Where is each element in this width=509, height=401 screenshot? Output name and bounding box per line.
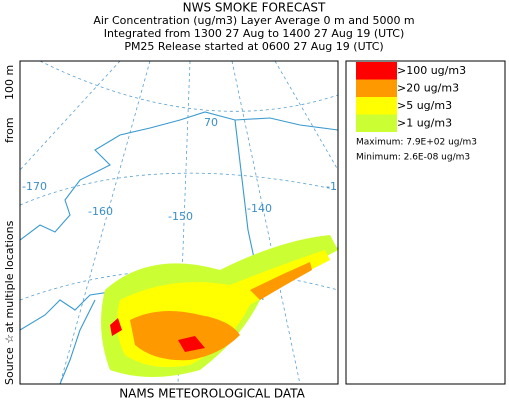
coastline (20, 111, 338, 241)
coastline (59, 299, 96, 384)
grid-label: -130 (326, 180, 351, 193)
side-text: 100 m (3, 65, 16, 100)
legend: >100 ug/m3 >20 ug/m3 >5 ug/m3 >1 ug/m3 (356, 62, 466, 132)
legend-max: Maximum: 7.9E+02 ug/m3 (356, 138, 477, 148)
legend-swatch (356, 114, 397, 132)
grid-label: -170 (22, 180, 47, 193)
side-label: Source ☆ at multiple locations from 100 … (3, 65, 16, 385)
side-text: at multiple locations (3, 220, 16, 333)
subtitle: Integrated from 1300 27 Aug to 1400 27 A… (104, 27, 405, 40)
legend-label: >1 ug/m3 (397, 117, 452, 130)
legend-label: >100 ug/m3 (397, 64, 466, 77)
meridian (59, 61, 151, 384)
legend-swatch (356, 79, 397, 97)
grid-label: -150 (168, 210, 193, 223)
smoke-area (110, 318, 205, 352)
legend-swatch (356, 62, 397, 80)
map-frame (19, 60, 339, 385)
smoke-area (130, 262, 312, 361)
meridian (231, 61, 301, 384)
meridian (274, 61, 338, 171)
parallel (39, 61, 338, 112)
grid-label: -140 (247, 202, 272, 215)
grid-label: -160 (88, 205, 113, 218)
map: -170 -160 -150 -140 -130 70 (20, 61, 351, 384)
subtitle: PM25 Release started at 0600 27 Aug 19 (… (124, 40, 383, 53)
side-text: Source ☆ (3, 334, 16, 385)
title: NWS SMOKE FORECAST (183, 1, 326, 15)
meridian (20, 61, 121, 171)
parallel (20, 172, 338, 206)
subtitle: Air Concentration (ug/m3) Layer Average … (93, 14, 414, 27)
legend-label: >5 ug/m3 (397, 99, 452, 112)
legend-swatch (356, 97, 397, 115)
legend-min: Minimum: 2.6E-08 ug/m3 (356, 153, 470, 163)
side-text: from (3, 117, 16, 143)
legend-frame (345, 60, 506, 385)
grid-label: 70 (204, 116, 218, 129)
legend-label: >20 ug/m3 (397, 82, 459, 95)
footer: NAMS METEOROLOGICAL DATA (119, 387, 305, 401)
